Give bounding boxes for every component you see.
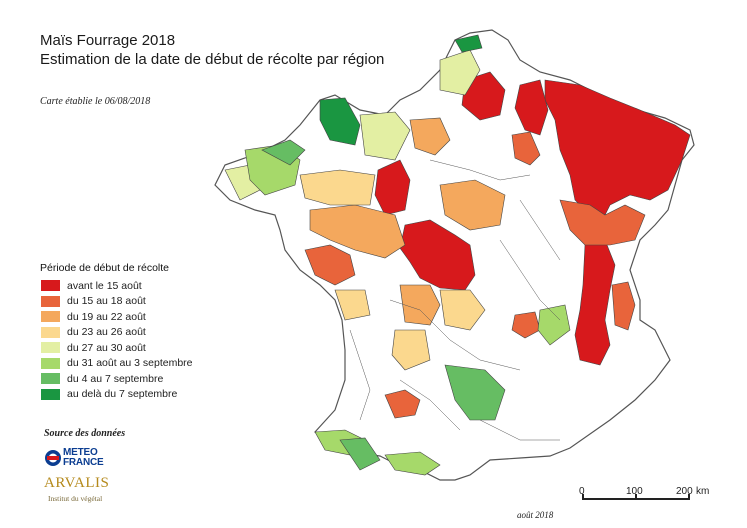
region-east-orange <box>559 199 646 246</box>
region-west-lightorange <box>309 204 406 259</box>
region-center-lightorange <box>399 284 441 326</box>
legend-title: Période de début de récolte <box>40 262 170 274</box>
sources-title: Source des données <box>44 428 126 439</box>
legend-swatch <box>40 372 61 386</box>
legend-label: du 23 au 26 août <box>67 326 146 339</box>
legend-item: du 15 au 18 août <box>40 294 230 310</box>
legend-label: au delà du 7 septembre <box>67 388 178 401</box>
scale-tick-100 <box>635 494 637 500</box>
meteo-france-logo <box>45 450 61 466</box>
legend-item: du 31 août au 3 septembre <box>40 356 230 372</box>
legend-item: du 27 au 30 août <box>40 340 230 356</box>
region-midi-green <box>444 364 506 421</box>
region-north-lightorange <box>409 117 451 156</box>
arvalis-subtitle: Institut du végétal <box>48 494 103 503</box>
region-normandy-yellow <box>299 169 376 206</box>
legend-item: du 23 au 26 août <box>40 325 230 341</box>
scale-tick-0 <box>582 494 584 500</box>
legend-label: du 15 au 18 août <box>67 295 146 308</box>
legend-swatch <box>40 294 61 308</box>
legend-label: du 31 août au 3 septembre <box>67 357 193 370</box>
meteo-line2: FRANCE <box>63 457 104 468</box>
scale-unit: km <box>696 486 710 497</box>
legend-swatch <box>40 325 61 339</box>
region-westcenter-red <box>374 159 411 216</box>
legend-label: du 19 au 22 août <box>67 310 146 323</box>
legend-item: au delà du 7 septembre <box>40 387 230 403</box>
region-northcenter-red <box>514 79 549 136</box>
region-pyrenees2-green <box>384 451 441 476</box>
region-normandy-lightgreen <box>359 111 411 161</box>
region-southwest-orange <box>384 389 421 419</box>
map-subtitle: Estimation de la date de début de récolt… <box>40 51 385 68</box>
legend-swatch <box>40 310 61 324</box>
arvalis-logo: ARVALIS <box>44 475 110 491</box>
region-center-yellow <box>439 289 486 331</box>
scale-label-0: 0 <box>579 486 585 497</box>
internal-borders <box>349 159 561 441</box>
meteo-france-text: METEO FRANCE <box>63 447 104 468</box>
region-north-darkgreen <box>454 34 483 53</box>
legend: Période de début de récolte avant le 15 … <box>40 262 230 402</box>
legend-label: du 27 au 30 août <box>67 341 146 354</box>
legend-label: avant le 15 août <box>67 279 142 292</box>
footer-date: août 2018 <box>517 510 554 520</box>
legend-item: avant le 15 août <box>40 278 230 294</box>
map-title: Maïs Fourrage 2018 <box>40 32 176 49</box>
region-west-yellow <box>334 289 371 321</box>
region-pyrenees3-green <box>339 437 381 471</box>
date-note: Carte établie le 06/08/2018 <box>40 96 151 107</box>
legend-swatch <box>40 341 61 355</box>
region-alps-orange <box>611 281 636 331</box>
legend-label: du 4 au 7 septembre <box>67 372 164 385</box>
legend-swatch <box>40 387 61 401</box>
region-northeast-red <box>544 79 691 226</box>
legend-item: du 4 au 7 septembre <box>40 371 230 387</box>
region-northcenter-lightorange <box>439 179 506 231</box>
scale-tick-200 <box>688 494 690 500</box>
meteo-line1: METEO <box>63 447 98 458</box>
region-east-red <box>574 239 616 366</box>
scale-bar: 0 100 200 km <box>578 486 710 510</box>
region-auvergne-green <box>537 304 571 346</box>
legend-swatch <box>40 356 61 370</box>
legend-item: du 19 au 22 août <box>40 309 230 325</box>
scale-label-100: 100 <box>626 486 643 497</box>
scale-label-200: 200 <box>676 486 693 497</box>
region-champagne-orange <box>511 131 541 166</box>
region-brittany2-green <box>261 139 306 166</box>
region-finistere-darkgreen <box>319 97 361 146</box>
region-west-orange <box>304 244 356 286</box>
region-central-orange <box>511 311 541 339</box>
region-southcenter-yellow <box>391 329 431 371</box>
legend-swatch <box>40 279 61 293</box>
region-north-red <box>461 71 506 121</box>
